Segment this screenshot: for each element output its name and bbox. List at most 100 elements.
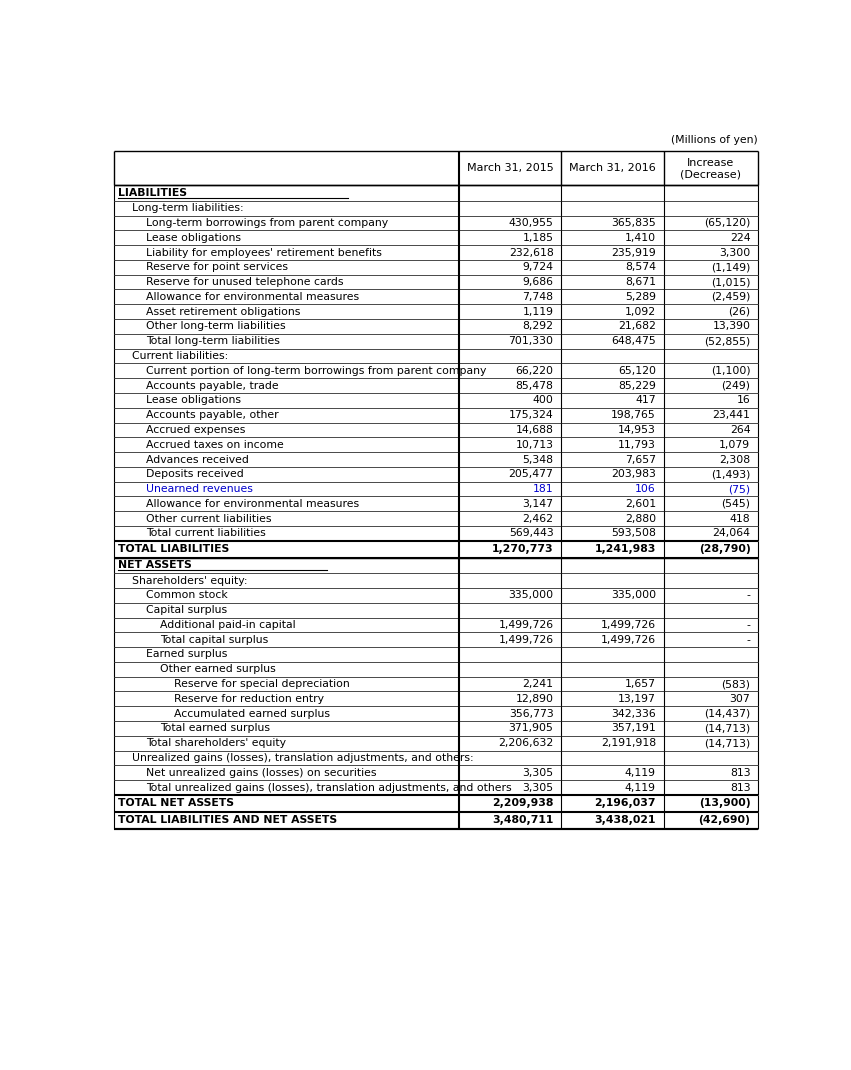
Text: (1,149): (1,149) [711, 262, 751, 272]
Text: 1,499,726: 1,499,726 [499, 635, 553, 645]
Text: (2,459): (2,459) [711, 292, 751, 302]
Text: 65,120: 65,120 [618, 366, 656, 376]
Text: 1,270,773: 1,270,773 [492, 545, 553, 554]
Text: Unrealized gains (losses), translation adjustments, and others:: Unrealized gains (losses), translation a… [132, 753, 473, 763]
Text: Accrued taxes on income: Accrued taxes on income [146, 440, 283, 449]
Text: 7,748: 7,748 [523, 292, 553, 302]
Text: 175,324: 175,324 [509, 410, 553, 421]
Text: Long-term liabilities:: Long-term liabilities: [132, 203, 243, 213]
Text: -: - [746, 635, 751, 645]
Text: 2,880: 2,880 [625, 514, 656, 523]
Text: 9,686: 9,686 [523, 277, 553, 287]
Text: Allowance for environmental measures: Allowance for environmental measures [146, 499, 359, 509]
Text: 21,682: 21,682 [618, 321, 656, 332]
Text: TOTAL LIABILITIES AND NET ASSETS: TOTAL LIABILITIES AND NET ASSETS [118, 815, 337, 825]
Text: 593,508: 593,508 [611, 529, 656, 538]
Text: 2,241: 2,241 [523, 679, 553, 689]
Text: 12,890: 12,890 [516, 693, 553, 704]
Text: 224: 224 [730, 233, 751, 243]
Text: 356,773: 356,773 [509, 708, 553, 719]
Text: 357,191: 357,191 [611, 723, 656, 733]
Text: Increase
(Decrease): Increase (Decrease) [681, 157, 741, 180]
Text: Total long-term liabilities: Total long-term liabilities [146, 336, 280, 347]
Text: 24,064: 24,064 [712, 529, 751, 538]
Text: 342,336: 342,336 [611, 708, 656, 719]
Text: Advances received: Advances received [146, 455, 248, 464]
Text: Lease obligations: Lease obligations [146, 233, 241, 243]
Text: 5,348: 5,348 [523, 455, 553, 464]
Text: Lease obligations: Lease obligations [146, 395, 241, 406]
Text: Total current liabilities: Total current liabilities [146, 529, 266, 538]
Text: 66,220: 66,220 [516, 366, 553, 376]
Text: Total earned surplus: Total earned surplus [160, 723, 270, 733]
Text: 335,000: 335,000 [508, 591, 553, 600]
Text: Reserve for unused telephone cards: Reserve for unused telephone cards [146, 277, 344, 287]
Text: Common stock: Common stock [146, 591, 228, 600]
Text: (545): (545) [722, 499, 751, 509]
Text: (1,493): (1,493) [711, 470, 751, 479]
Text: 1,241,983: 1,241,983 [595, 545, 656, 554]
Text: 3,480,711: 3,480,711 [492, 815, 553, 825]
Text: Other current liabilities: Other current liabilities [146, 514, 271, 523]
Text: 400: 400 [533, 395, 553, 406]
Text: 14,953: 14,953 [618, 425, 656, 434]
Text: 8,671: 8,671 [625, 277, 656, 287]
Text: 235,919: 235,919 [611, 247, 656, 258]
Text: Accounts payable, trade: Accounts payable, trade [146, 381, 278, 391]
Text: TOTAL LIABILITIES: TOTAL LIABILITIES [118, 545, 229, 554]
Text: 1,657: 1,657 [625, 679, 656, 689]
Text: (14,713): (14,713) [704, 723, 751, 733]
Text: 335,000: 335,000 [611, 591, 656, 600]
Text: Total unrealized gains (losses), translation adjustments, and others: Total unrealized gains (losses), transla… [146, 782, 511, 793]
Text: 1,410: 1,410 [625, 233, 656, 243]
Text: 7,657: 7,657 [625, 455, 656, 464]
Text: (13,900): (13,900) [699, 798, 751, 808]
Text: 264: 264 [730, 425, 751, 434]
Text: Earned surplus: Earned surplus [146, 649, 227, 659]
Text: 2,206,632: 2,206,632 [499, 738, 553, 748]
Text: Total capital surplus: Total capital surplus [160, 635, 268, 645]
Text: 232,618: 232,618 [509, 247, 553, 258]
Text: Capital surplus: Capital surplus [146, 606, 227, 615]
Text: 365,835: 365,835 [611, 218, 656, 228]
Text: 1,499,726: 1,499,726 [499, 620, 553, 630]
Text: 11,793: 11,793 [618, 440, 656, 449]
Text: (75): (75) [728, 484, 751, 494]
Text: 1,499,726: 1,499,726 [601, 620, 656, 630]
Text: Other long-term liabilities: Other long-term liabilities [146, 321, 286, 332]
Text: 16: 16 [737, 395, 751, 406]
Text: (14,713): (14,713) [704, 738, 751, 748]
Text: Accounts payable, other: Accounts payable, other [146, 410, 278, 421]
Text: 2,196,037: 2,196,037 [594, 798, 656, 808]
Text: 2,308: 2,308 [719, 455, 751, 464]
Text: (28,790): (28,790) [699, 545, 751, 554]
Text: 4,119: 4,119 [625, 768, 656, 778]
Text: (1,015): (1,015) [711, 277, 751, 287]
Text: Accrued expenses: Accrued expenses [146, 425, 245, 434]
Text: 3,305: 3,305 [523, 768, 553, 778]
Text: (14,437): (14,437) [704, 708, 751, 719]
Text: 701,330: 701,330 [509, 336, 553, 347]
Text: 85,229: 85,229 [618, 381, 656, 391]
Text: Asset retirement obligations: Asset retirement obligations [146, 307, 300, 317]
Text: 203,983: 203,983 [611, 470, 656, 479]
Text: 418: 418 [730, 514, 751, 523]
Text: -: - [746, 591, 751, 600]
Text: Unearned revenues: Unearned revenues [146, 484, 253, 494]
Text: Shareholders' equity:: Shareholders' equity: [132, 576, 248, 585]
Text: 430,955: 430,955 [509, 218, 553, 228]
Text: Net unrealized gains (losses) on securities: Net unrealized gains (losses) on securit… [146, 768, 376, 778]
Text: (583): (583) [722, 679, 751, 689]
Text: 3,305: 3,305 [523, 782, 553, 793]
Text: 13,390: 13,390 [712, 321, 751, 332]
Text: NET ASSETS: NET ASSETS [118, 561, 191, 570]
Text: Additional paid-in capital: Additional paid-in capital [160, 620, 295, 630]
Text: 569,443: 569,443 [509, 529, 553, 538]
Text: (52,855): (52,855) [704, 336, 751, 347]
Text: Long-term borrowings from parent company: Long-term borrowings from parent company [146, 218, 388, 228]
Text: 3,300: 3,300 [719, 247, 751, 258]
Text: Current liabilities:: Current liabilities: [132, 351, 228, 361]
Text: 10,713: 10,713 [516, 440, 553, 449]
Text: 813: 813 [730, 782, 751, 793]
Text: 2,601: 2,601 [625, 499, 656, 509]
